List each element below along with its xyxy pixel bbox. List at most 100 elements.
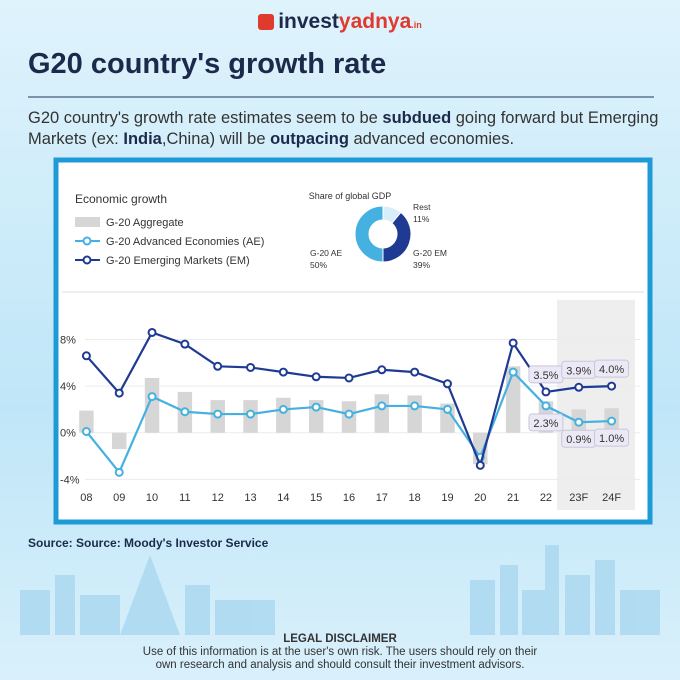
x-tick-label: 17 bbox=[376, 492, 388, 504]
x-tick-label: 09 bbox=[113, 492, 125, 504]
marker bbox=[81, 351, 91, 361]
x-tick-label: 15 bbox=[310, 492, 322, 504]
title-rule bbox=[28, 96, 654, 98]
marker bbox=[213, 361, 223, 371]
desc-text: going forward but Emerging Markets (ex: bbox=[28, 109, 659, 148]
desc-bold: outpacing bbox=[270, 130, 349, 148]
desc-bold: India bbox=[123, 130, 162, 148]
marker bbox=[147, 327, 157, 337]
pie-title: Share of global GDP bbox=[309, 191, 392, 201]
marker bbox=[246, 409, 256, 419]
legend-label: G-20 Aggregate bbox=[106, 217, 184, 229]
x-tick-label: 23F bbox=[569, 492, 588, 504]
marker bbox=[508, 338, 518, 348]
marker bbox=[311, 402, 321, 412]
data-label-box bbox=[594, 359, 630, 378]
page-title: G20 country's growth rate bbox=[28, 48, 387, 80]
x-tick-label: 24F bbox=[602, 492, 621, 504]
disclaimer-text: Use of this information is at the user's… bbox=[142, 646, 538, 671]
marker bbox=[180, 339, 190, 349]
logo-accent: yadnya bbox=[338, 10, 412, 33]
marker bbox=[442, 404, 452, 414]
x-tick-label: 14 bbox=[277, 492, 289, 504]
marker bbox=[213, 409, 223, 419]
marker bbox=[114, 388, 124, 398]
marker bbox=[607, 381, 617, 391]
marker bbox=[410, 367, 420, 377]
marker bbox=[246, 362, 256, 372]
x-tick-label: 08 bbox=[80, 492, 92, 504]
x-tick-label: 10 bbox=[146, 492, 158, 504]
x-tick-label: 21 bbox=[507, 492, 519, 504]
pie-label: G-20 AE bbox=[310, 248, 342, 258]
legend-marker bbox=[82, 255, 92, 265]
description: G20 country's growth rate estimates seem… bbox=[28, 108, 663, 150]
data-label: 3.9% bbox=[566, 365, 591, 377]
y-tick-label: 0% bbox=[60, 428, 76, 440]
marker bbox=[442, 379, 452, 389]
bar bbox=[79, 410, 94, 433]
data-label: 1.0% bbox=[599, 433, 624, 445]
legend-swatch bbox=[75, 217, 100, 227]
marker bbox=[278, 367, 288, 377]
marker bbox=[278, 404, 288, 414]
legend-marker bbox=[82, 236, 92, 246]
marker bbox=[541, 401, 551, 411]
data-label-box bbox=[594, 428, 630, 447]
marker bbox=[508, 367, 518, 377]
pie-value: 11% bbox=[413, 214, 430, 224]
desc-text: G20 country's growth rate estimates seem… bbox=[28, 109, 383, 127]
marker bbox=[574, 417, 584, 427]
bar bbox=[374, 394, 390, 433]
pie-slice bbox=[354, 205, 384, 263]
bar bbox=[276, 397, 291, 433]
logo-brand: invest bbox=[278, 10, 339, 33]
source: Source: Source: Moody's Investor Service bbox=[28, 536, 269, 550]
data-label: 3.5% bbox=[533, 370, 558, 382]
marker bbox=[147, 392, 157, 402]
marker bbox=[574, 382, 584, 392]
x-tick-label: 19 bbox=[441, 492, 453, 504]
marker bbox=[607, 416, 617, 426]
bar bbox=[407, 395, 422, 433]
chart: Economic growth -4% 0% 4% 8% 08 09 10 11 12 13 14 15… bbox=[53, 157, 653, 525]
marker bbox=[410, 401, 420, 411]
marker bbox=[114, 467, 124, 477]
marker bbox=[475, 460, 485, 470]
x-tick-label: 20 bbox=[474, 492, 486, 504]
data-label: 0.9% bbox=[566, 434, 591, 446]
legend-label: G-20 Advanced Economies (AE) bbox=[106, 236, 264, 248]
data-label: 2.3% bbox=[533, 418, 558, 430]
x-tick-label: 16 bbox=[343, 492, 355, 504]
marker bbox=[311, 372, 321, 382]
y-tick-label: 8% bbox=[60, 334, 76, 346]
marker bbox=[81, 427, 91, 437]
logo-suffix: .in bbox=[411, 20, 422, 30]
y-tick-label: 4% bbox=[60, 381, 76, 393]
marker bbox=[180, 407, 190, 417]
pie-value: 50% bbox=[310, 260, 327, 270]
desc-bold: subdued bbox=[382, 109, 452, 127]
pie-label: G-20 EM bbox=[413, 248, 447, 258]
chart-frame bbox=[53, 157, 653, 525]
y-tick-label: -4% bbox=[60, 474, 80, 486]
x-tick-label: 12 bbox=[212, 492, 224, 504]
desc-text: ,China) will be bbox=[161, 130, 271, 148]
data-label: 4.0% bbox=[599, 364, 624, 376]
marker bbox=[344, 409, 354, 419]
marker bbox=[377, 365, 387, 375]
marker bbox=[377, 401, 387, 411]
x-tick-label: 18 bbox=[409, 492, 421, 504]
pie-label: Rest bbox=[413, 202, 431, 212]
pie-value: 39% bbox=[413, 260, 430, 270]
forecast-shade bbox=[557, 300, 635, 510]
bar bbox=[112, 432, 127, 450]
desc-text: advanced economies. bbox=[348, 130, 515, 148]
disclaimer: LEGAL DISCLAIMER Use of this information … bbox=[0, 633, 680, 672]
disclaimer-title: LEGAL DISCLAIMER bbox=[283, 633, 397, 645]
legend-title: Economic growth bbox=[75, 192, 167, 206]
x-tick-label: 13 bbox=[244, 492, 256, 504]
marker bbox=[541, 387, 551, 397]
logo: investyadnya.in bbox=[0, 10, 680, 34]
